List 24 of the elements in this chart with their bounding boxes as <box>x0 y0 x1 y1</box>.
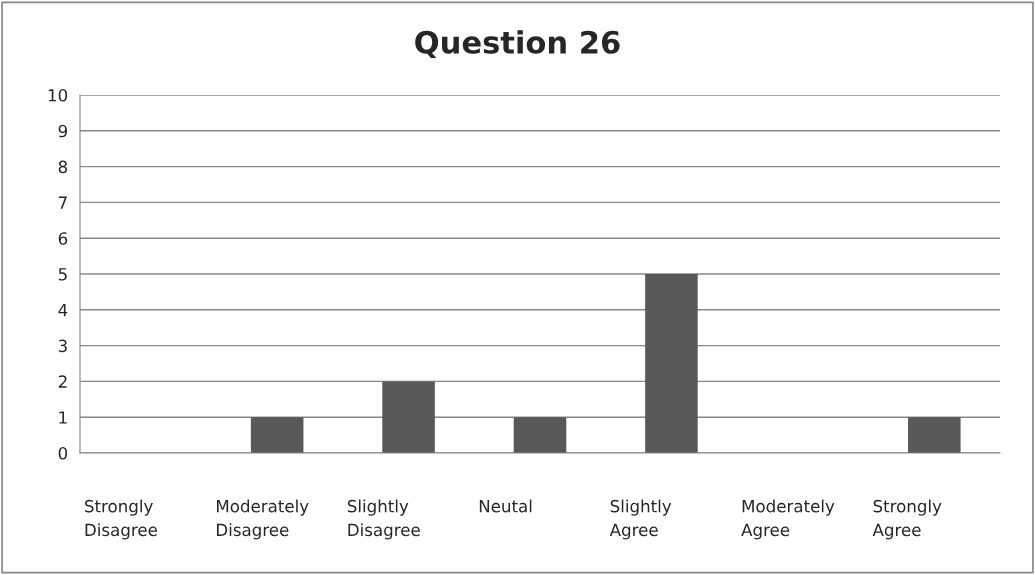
x-tick-label: Moderately Agree <box>741 499 835 540</box>
bar <box>908 417 961 453</box>
x-tick-label: Neutal <box>479 499 532 513</box>
y-tick-label: 7 <box>58 196 67 209</box>
y-tick-label: 5 <box>58 268 67 281</box>
y-tick-label: 3 <box>58 339 67 353</box>
bar <box>250 417 304 453</box>
y-tick-label: 8 <box>58 160 68 174</box>
bar <box>645 274 698 453</box>
y-tick-label: 1 <box>59 411 67 424</box>
y-tick-label: 2 <box>58 375 67 388</box>
x-tick-label: Strongly Agree <box>872 499 942 540</box>
bar <box>382 381 435 453</box>
y-tick-label: 6 <box>58 232 68 245</box>
y-tick-label: 10 <box>48 88 68 102</box>
x-tick-label: Strongly Disagree <box>85 499 157 540</box>
x-tick-label: Slightly Disagree <box>347 499 420 540</box>
bar <box>513 417 567 453</box>
y-tick-label: 9 <box>58 124 68 138</box>
x-tick-label: Moderately Disagree <box>217 499 309 540</box>
y-tick-label: 4 <box>58 303 68 317</box>
x-tick-label: Slightly Agree <box>609 499 672 540</box>
y-tick-label: 0 <box>58 446 68 460</box>
chart-title: Question 26 <box>415 30 620 58</box>
